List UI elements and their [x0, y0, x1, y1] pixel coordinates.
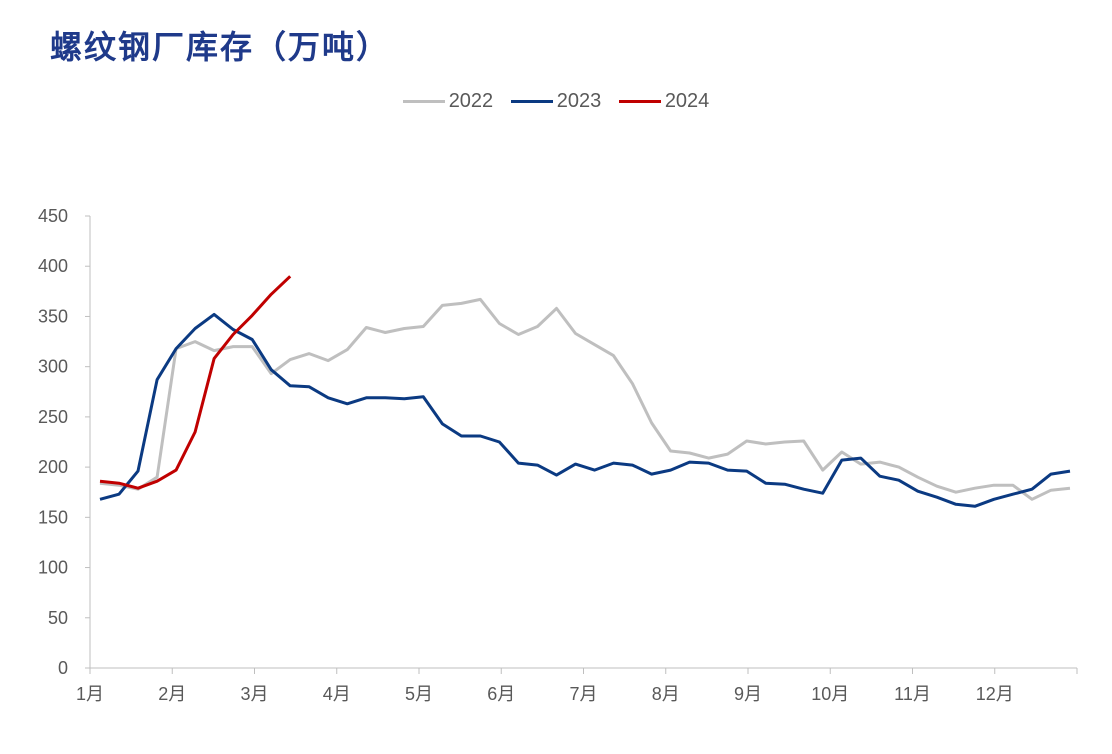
legend-item-2023: 2023	[510, 90, 602, 113]
legend-label-2022: 2022	[448, 90, 494, 112]
x-tick-label: 2月	[158, 684, 186, 704]
legend-label-2023: 2023	[556, 90, 602, 112]
x-tick-label: 4月	[323, 684, 351, 704]
series-line-2023	[99, 312, 1071, 508]
series-lines	[99, 275, 1071, 508]
legend-swatch-2023	[510, 100, 553, 103]
y-tick-label: 350	[38, 306, 68, 326]
y-tick-label: 250	[38, 407, 68, 427]
y-tick-labels: 0 50 100 150 200 250 300 350 400 450	[38, 206, 90, 678]
legend-item-2022: 2022	[402, 90, 494, 113]
x-tick-label: 11月	[894, 684, 931, 704]
y-tick-label: 0	[58, 658, 68, 678]
x-tick-label: 7月	[569, 684, 597, 704]
y-tick-label: 450	[38, 206, 68, 226]
chart-title: 螺纹钢厂库存（万吨）	[50, 28, 391, 66]
y-tick-label: 200	[38, 457, 68, 477]
y-tick-label: 50	[48, 608, 68, 628]
x-tick-label: 5月	[405, 684, 433, 704]
y-tick-label: 400	[38, 256, 68, 276]
series-line-2024	[99, 275, 292, 490]
x-tick-label: 12月	[976, 684, 1014, 704]
y-tick-label: 100	[38, 558, 68, 578]
legend-swatch-2024	[618, 100, 661, 103]
x-tick-label: 1月	[76, 684, 104, 704]
x-tick-label: 9月	[734, 684, 762, 704]
legend-swatch-2022	[402, 100, 445, 103]
y-tick-label: 150	[38, 507, 68, 527]
legend-item-2024: 2024	[618, 90, 710, 113]
series-line-2022	[99, 297, 1071, 501]
legend-label-2024: 2024	[664, 90, 710, 112]
y-tick-label: 300	[38, 357, 68, 377]
x-tick-labels: 1月 2月 3月 4月 5月 6月 7月 8月 9月 10月 11月 12月	[76, 668, 1078, 704]
x-tick-label: 6月	[487, 684, 515, 704]
x-tick-label: 8月	[652, 684, 680, 704]
x-tick-label: 10月	[811, 684, 849, 704]
legend: 2022 2023 2024	[0, 86, 1112, 113]
x-tick-label: 3月	[240, 684, 268, 704]
